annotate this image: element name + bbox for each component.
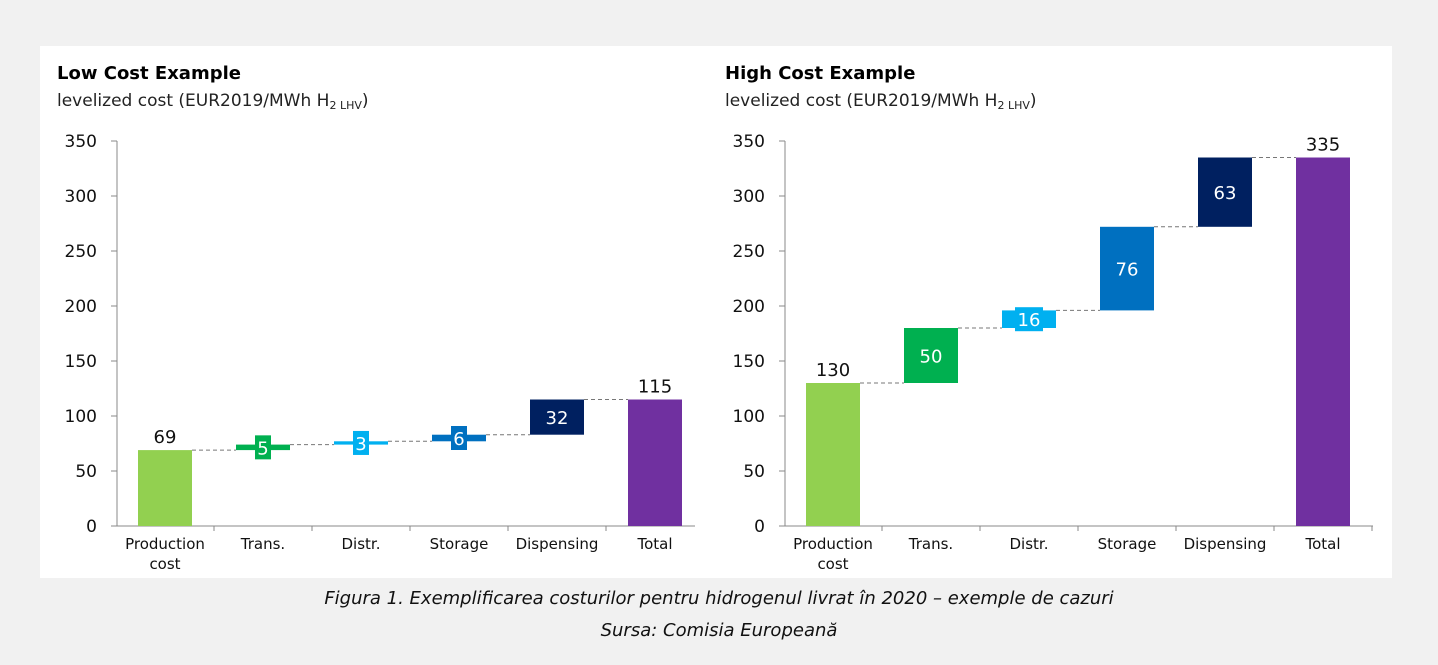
figure-caption: Figura 1. Exemplificarea costurilor pent…: [324, 588, 1114, 609]
x-category-label: Total: [636, 535, 672, 553]
x-category-label: Trans.: [240, 535, 285, 553]
y-tick-label: 350: [733, 132, 765, 152]
subtitle-end: ): [361, 91, 369, 111]
bar: [138, 450, 192, 526]
y-tick-label: 200: [65, 297, 97, 317]
data-label-box: [255, 435, 271, 460]
y-tick-label: 300: [733, 187, 765, 207]
chart-subtitle: levelized cost (EUR2019/MWh H2 LHV): [57, 91, 369, 112]
subtitle-end: ): [1029, 91, 1037, 111]
data-label: 6: [453, 429, 464, 450]
bar: [806, 383, 860, 526]
data-label: 3: [355, 434, 366, 455]
x-category-label: Total: [1304, 535, 1340, 553]
y-tick-label: 200: [733, 297, 765, 317]
bar: [1100, 226, 1154, 311]
x-category-label: Storage: [1098, 535, 1157, 553]
y-tick-label: 150: [733, 352, 765, 372]
data-label: 16: [1018, 310, 1041, 331]
x-category-label: Distr.: [1010, 535, 1049, 553]
data-label: 32: [546, 408, 569, 429]
x-category-label: Trans.: [908, 535, 953, 553]
data-label: 76: [1116, 260, 1139, 281]
x-category-label: Production: [125, 535, 205, 553]
bar: [904, 328, 958, 383]
chart-title: High Cost Example: [725, 63, 916, 84]
data-label-box: [1015, 307, 1043, 332]
data-label: 115: [638, 377, 672, 398]
data-label-box: [451, 426, 467, 450]
y-tick-label: 150: [65, 352, 97, 372]
high-cost-chart: High Cost Example levelized cost (EUR201…: [716, 46, 1392, 578]
y-tick-label: 250: [65, 242, 97, 262]
subtitle-subscript: 2 LHV: [329, 99, 362, 112]
data-label: 335: [1306, 135, 1340, 156]
x-category-label: Storage: [430, 535, 489, 553]
bar: [1296, 157, 1350, 526]
x-category-label: Production: [793, 535, 873, 553]
low-cost-chart: Low Cost Example levelized cost (EUR2019…: [40, 46, 716, 578]
data-label: 5: [257, 438, 268, 459]
figure-panel: Low Cost Example levelized cost (EUR2019…: [40, 46, 1392, 578]
high-cost-plot: 0 50 100 150 200 250 300 350 130 50 16 76 63 335 Produ…: [733, 132, 1373, 573]
subtitle-main: levelized cost (EUR2019/MWh H: [725, 91, 998, 111]
data-label-box: [353, 430, 369, 455]
bar: [530, 399, 584, 435]
y-tick-label: 0: [754, 517, 765, 537]
y-tick-label: 50: [743, 462, 765, 482]
data-label: 130: [816, 360, 850, 381]
y-tick-label: 300: [65, 187, 97, 207]
y-tick-label: 250: [733, 242, 765, 262]
y-tick-label: 100: [733, 407, 765, 427]
figure-source: Sursa: Comisia Europeană: [600, 620, 838, 641]
x-category-label: Dispensing: [516, 535, 599, 553]
x-category-label: Dispensing: [1184, 535, 1267, 553]
y-tick-label: 50: [75, 462, 97, 482]
chart-subtitle: levelized cost (EUR2019/MWh H2 LHV): [725, 91, 1037, 112]
data-label: 69: [154, 427, 177, 448]
y-tick-label: 100: [65, 407, 97, 427]
x-category-label: cost: [149, 555, 180, 573]
data-label: 50: [920, 347, 943, 368]
bar: [1198, 157, 1252, 227]
bar: [628, 399, 682, 526]
x-category-label: Distr.: [342, 535, 381, 553]
chart-title: Low Cost Example: [57, 63, 241, 84]
subtitle-subscript: 2 LHV: [997, 99, 1030, 112]
y-tick-label: 0: [86, 517, 97, 537]
subtitle-main: levelized cost (EUR2019/MWh H: [57, 91, 330, 111]
x-category-label: cost: [817, 555, 848, 573]
low-cost-plot: 0 50 100 150 200 250 300 350 69 5 3 6 32 115 Productio…: [65, 132, 695, 573]
y-tick-label: 350: [65, 132, 97, 152]
data-label: 63: [1214, 183, 1237, 204]
